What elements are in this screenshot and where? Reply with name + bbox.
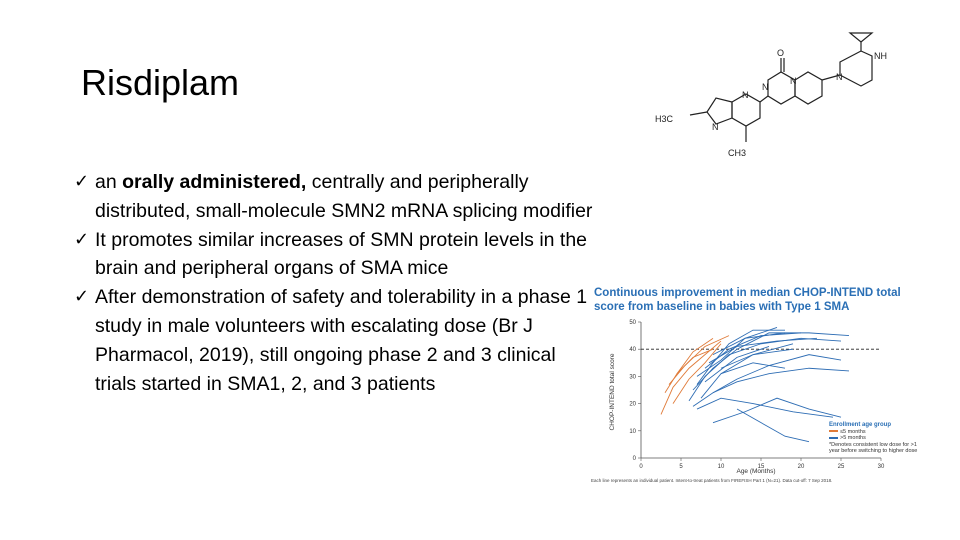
atom-label: N (762, 82, 769, 92)
chart-legend: Enrollment age group ≤5 months >5 months… (829, 422, 929, 455)
x-tick-label: 15 (758, 464, 765, 470)
legend-swatch (829, 436, 838, 439)
series-line (720, 362, 786, 375)
legend-swatch (829, 430, 838, 433)
bullet-list: ✓ an orally administered, centrally and … (74, 168, 594, 398)
x-tick-label: 25 (838, 464, 845, 470)
series-line (708, 337, 818, 364)
series-line (700, 343, 794, 399)
checkmark-icon: ✓ (74, 171, 90, 192)
bullet-bold-text: orally administered, (122, 171, 307, 193)
y-tick-label: 10 (629, 429, 636, 435)
legend-entry: >5 months (829, 435, 929, 442)
chart-plot: CHOP-INTEND total score Age (Months) 0 10… (609, 320, 885, 475)
series-line (712, 354, 842, 394)
y-axis-label: CHOP-INTEND total score (609, 353, 616, 430)
series-line (704, 346, 770, 383)
chop-intend-chart: Continuous improvement in median CHOP-IN… (586, 280, 926, 490)
series-line (712, 397, 842, 424)
series-line (704, 332, 802, 369)
series-line (712, 332, 786, 356)
chart-footnote: Each line represents an individual patie… (591, 478, 833, 483)
legend-label: ≤5 months (840, 428, 866, 435)
risdiplam-structure-image: O N N NH N N N H3C CH3 (655, 32, 887, 158)
bullet-item: ✓ After demonstration of safety and tole… (74, 283, 594, 398)
series-line (736, 408, 810, 443)
atom-label: O (777, 48, 784, 58)
legend-entry: ≤5 months (829, 429, 929, 436)
series-line (660, 340, 722, 415)
atom-label: N (836, 72, 843, 82)
y-tick-label: 30 (629, 374, 636, 380)
series-line (668, 335, 730, 385)
atom-label: N (790, 76, 797, 86)
checkmark-icon: ✓ (74, 286, 90, 308)
bullet-item: ✓ an orally administered, centrally and … (74, 168, 594, 226)
atom-label: CH3 (728, 148, 746, 158)
bullet-text: centrally and peripherally distributed, … (95, 171, 593, 222)
series-line (696, 397, 834, 418)
atom-label: N (712, 122, 719, 132)
series-line (692, 332, 850, 391)
legend-note: *Denotes consistent low dose for >1 year… (829, 441, 918, 455)
x-tick-label: 20 (798, 464, 805, 470)
legend-title: Enrollment age group (829, 422, 892, 428)
atom-label: H3C (655, 114, 674, 124)
y-tick-label: 40 (629, 347, 636, 353)
atom-label: NH (874, 51, 887, 61)
y-tick-label: 20 (629, 402, 636, 408)
y-tick-label: 0 (633, 456, 637, 462)
checkmark-icon: ✓ (74, 228, 90, 250)
x-tick-label: 10 (718, 464, 725, 470)
atom-label: N (742, 90, 749, 100)
y-tick-label: 50 (629, 320, 636, 326)
series-line (720, 348, 794, 369)
legend-label: >5 months (840, 435, 866, 441)
series-line (672, 343, 722, 404)
bullet-text: It promotes similar increases of SMN pro… (95, 228, 588, 280)
chart-title: Continuous improvement in median CHOP-IN… (594, 287, 901, 313)
x-tick-label: 5 (679, 464, 683, 470)
x-tick-label: 0 (639, 464, 643, 470)
x-axis-label: Age (Months) (736, 468, 775, 475)
series-line (676, 337, 714, 374)
bullet-item: ✓ It promotes similar increases of SMN p… (74, 226, 594, 284)
series-line (696, 329, 785, 385)
series-line (692, 367, 850, 407)
slide-title: Risdiplam (81, 62, 240, 103)
x-tick-label: 30 (878, 464, 885, 470)
bullet-prefix: an (95, 171, 123, 193)
bullet-text: After demonstration of safety and tolera… (95, 286, 588, 395)
